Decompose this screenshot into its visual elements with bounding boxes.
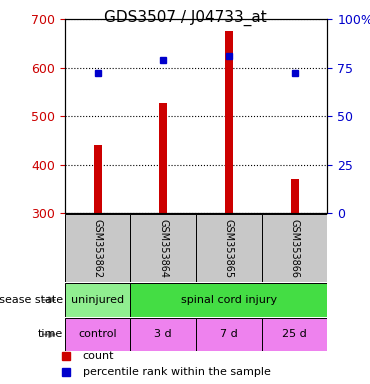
Bar bbox=[262, 214, 327, 282]
Text: GSM353866: GSM353866 bbox=[290, 218, 300, 278]
Text: 3 d: 3 d bbox=[154, 329, 172, 339]
Bar bbox=[159, 103, 167, 213]
Bar bbox=[291, 179, 299, 213]
Text: time: time bbox=[38, 329, 63, 339]
Text: 7 d: 7 d bbox=[220, 329, 238, 339]
Text: uninjured: uninjured bbox=[71, 295, 124, 305]
Text: GSM353864: GSM353864 bbox=[158, 218, 168, 278]
Bar bbox=[65, 283, 131, 317]
Bar bbox=[131, 318, 196, 351]
Bar bbox=[196, 318, 262, 351]
Text: 25 d: 25 d bbox=[282, 329, 307, 339]
Bar bbox=[94, 145, 101, 213]
Bar bbox=[262, 318, 327, 351]
Text: spinal cord injury: spinal cord injury bbox=[181, 295, 277, 305]
Text: GDS3507 / J04733_at: GDS3507 / J04733_at bbox=[104, 10, 266, 26]
Text: control: control bbox=[78, 329, 117, 339]
Bar bbox=[131, 283, 327, 317]
Text: GSM353862: GSM353862 bbox=[92, 218, 102, 278]
Text: count: count bbox=[83, 351, 114, 361]
Bar bbox=[225, 31, 233, 213]
Text: percentile rank within the sample: percentile rank within the sample bbox=[83, 367, 271, 377]
Bar bbox=[196, 214, 262, 282]
Text: disease state: disease state bbox=[0, 295, 63, 305]
Bar bbox=[65, 214, 131, 282]
Text: GSM353865: GSM353865 bbox=[224, 218, 234, 278]
Bar bbox=[65, 318, 131, 351]
Bar bbox=[131, 214, 196, 282]
